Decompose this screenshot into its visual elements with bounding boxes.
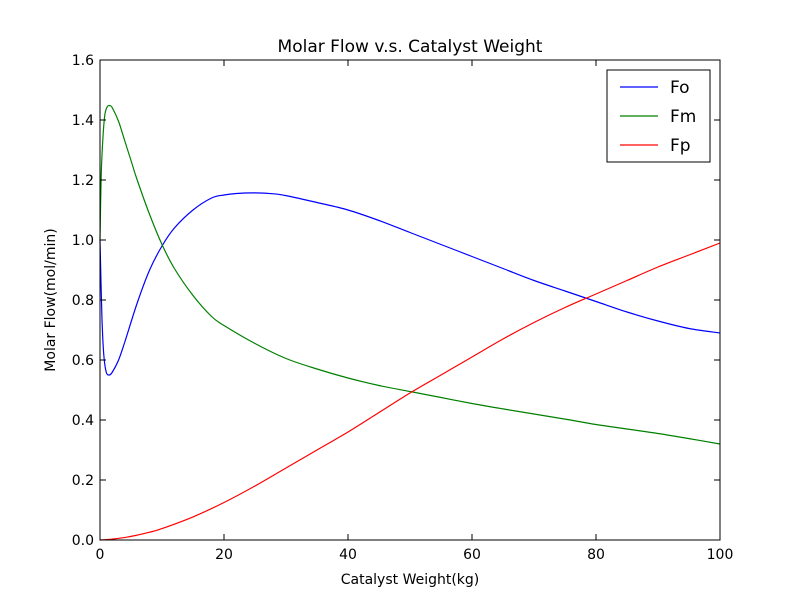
y-tick-label: 1.2 (72, 173, 94, 189)
y-tick-label: 0.8 (72, 293, 94, 309)
y-tick-label: 0.0 (72, 533, 94, 549)
y-tick-label: 0.2 (72, 473, 94, 489)
x-tick-label: 20 (215, 547, 233, 563)
y-tick-label: 1.0 (72, 233, 94, 249)
series-line-fp (99, 242, 721, 541)
x-tick-label: 60 (463, 547, 481, 563)
legend-label-fm: Fm (670, 107, 696, 127)
ticks: 0 20 40 60 80 100 0.0 0.2 0.4 0.6 0.8 1.0 1.2 1.4 1.6 (72, 53, 734, 563)
y-tick-label: 1.4 (72, 113, 94, 129)
x-tick-label: 80 (587, 547, 605, 563)
series-line-fo (99, 192, 721, 376)
x-tick-label: 100 (707, 547, 734, 563)
y-axis-label: Molar Flow(mol/min) (43, 228, 59, 371)
x-tick-label: 40 (339, 547, 357, 563)
y-tick-label: 1.6 (72, 53, 94, 69)
series-line-fm (99, 104, 721, 445)
legend: Fo Fm Fp (606, 69, 711, 163)
y-tick-label: 0.6 (72, 353, 94, 369)
x-axis-label: Catalyst Weight(kg) (341, 572, 480, 588)
x-tick-label: 0 (96, 547, 105, 563)
legend-label-fo: Fo (670, 78, 690, 98)
plot-area (99, 104, 721, 541)
legend-label-fp: Fp (670, 136, 691, 156)
y-tick-label: 0.4 (72, 413, 94, 429)
chart-title: Molar Flow v.s. Catalyst Weight (278, 37, 543, 57)
